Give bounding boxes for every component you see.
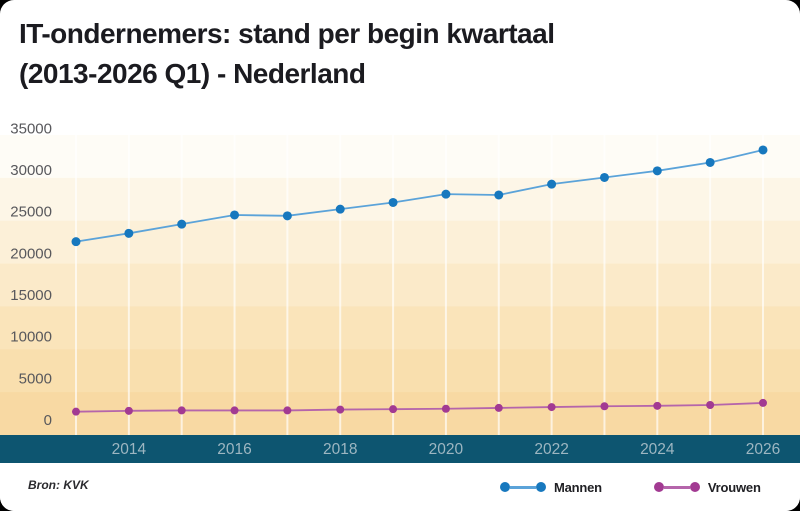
x-tick-label: 2024 <box>640 441 675 458</box>
data-point-mannen <box>71 237 81 247</box>
data-point-vrouwen <box>547 403 556 412</box>
data-point-mannen <box>388 197 398 207</box>
y-tick-label: 15000 <box>10 287 52 304</box>
legend-item-vrouwen: Vrouwen <box>653 479 761 495</box>
data-point-vrouwen <box>441 404 450 413</box>
data-point-mannen <box>705 157 715 167</box>
y-tick-label: 30000 <box>10 162 52 179</box>
data-point-vrouwen <box>230 406 239 415</box>
legend-label-mannen: Mannen <box>554 479 602 495</box>
plot-band <box>0 177 800 222</box>
x-tick-label: 2014 <box>112 441 147 458</box>
chart-title-line1: IT-ondernemers: stand per begin kwartaal <box>19 18 555 49</box>
data-point-vrouwen <box>124 406 133 415</box>
data-point-mannen <box>599 172 609 182</box>
data-point-vrouwen <box>494 403 503 412</box>
data-point-vrouwen <box>283 406 292 415</box>
series-line-mannen <box>75 149 764 243</box>
plot-band <box>0 349 800 393</box>
data-point-mannen <box>758 145 768 155</box>
data-point-mannen <box>547 179 557 189</box>
legend-marker-vrouwen-icon <box>653 482 700 492</box>
plot-band <box>0 263 800 307</box>
data-point-mannen <box>652 166 662 176</box>
chart-legend: Mannen Vrouwen <box>500 463 761 511</box>
y-tick-label: 0 <box>44 412 52 429</box>
y-tick-label: 25000 <box>10 204 52 221</box>
chart-title: IT-ondernemers: stand per begin kwartaal… <box>19 14 659 94</box>
legend-item-mannen: Mannen <box>500 480 602 495</box>
x-tick-label: 2022 <box>534 441 568 458</box>
data-point-vrouwen <box>177 406 186 415</box>
data-point-vrouwen <box>336 405 345 414</box>
plot-band <box>0 135 800 179</box>
data-point-vrouwen <box>758 398 767 407</box>
x-axis-band <box>0 435 800 463</box>
data-point-mannen <box>230 210 240 220</box>
y-tick-label: 35000 <box>10 120 52 137</box>
data-point-vrouwen <box>72 407 80 416</box>
x-tick-label: 2026 <box>746 441 780 458</box>
plot-band <box>0 306 800 350</box>
y-tick-label: 20000 <box>10 245 52 262</box>
source-label: Bron: KVK <box>28 478 89 492</box>
data-point-mannen <box>124 228 134 238</box>
legend-label-vrouwen: Vrouwen <box>707 479 761 495</box>
data-point-mannen <box>282 211 292 221</box>
y-tick-label: 5000 <box>19 370 52 387</box>
legend-marker-mannen-icon <box>500 482 546 492</box>
data-point-mannen <box>441 189 451 199</box>
series-line-vrouwen <box>75 402 764 413</box>
data-point-mannen <box>335 204 345 214</box>
plot-band <box>0 220 800 265</box>
data-point-vrouwen <box>389 405 398 414</box>
x-tick-label: 2020 <box>429 441 464 458</box>
data-point-vrouwen <box>653 401 662 410</box>
x-tick-label: 2018 <box>323 441 357 458</box>
data-point-vrouwen <box>600 402 609 411</box>
y-tick-label: 10000 <box>10 329 52 346</box>
data-point-mannen <box>494 190 504 200</box>
chart-footer: Bron: KVK Mannen Vrouwen <box>0 463 800 511</box>
plot-band <box>0 392 800 436</box>
x-tick-label: 2016 <box>217 441 251 458</box>
data-point-vrouwen <box>706 400 715 409</box>
data-point-mannen <box>177 219 187 229</box>
chart-title-line2: (2013-2026 Q1) - Nederland <box>19 58 366 89</box>
